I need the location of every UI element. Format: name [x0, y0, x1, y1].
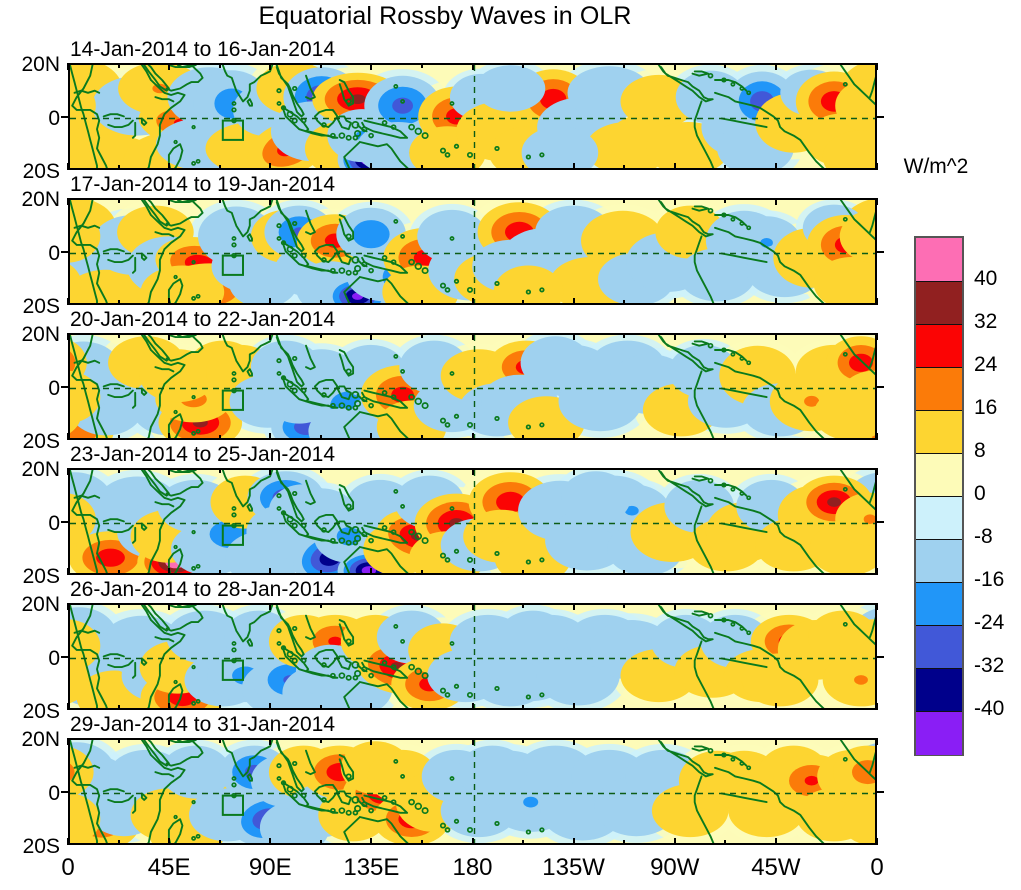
y-axis-label: 20N [21, 593, 60, 616]
colorbar-unit-label: W/m^2 [903, 155, 969, 178]
colorbar-tick-label: -32 [974, 654, 1005, 677]
colorbar-tick-label: 16 [974, 396, 998, 419]
colorbar-band-indigo [916, 625, 962, 669]
colorbar-tick-label: 24 [974, 353, 998, 376]
page-title: Equatorial Rossby Waves in OLR [258, 2, 632, 30]
y-axis-label: 20N [21, 728, 60, 751]
y-axis-label: 20S [22, 835, 60, 858]
colorbar-tick-label: -40 [974, 697, 1005, 720]
y-axis-label: 0 [48, 241, 60, 265]
colorbar-band-blue [916, 582, 962, 626]
panel-map [68, 603, 877, 710]
x-axis-label: 90E [248, 854, 292, 881]
colorbar-band-violet [916, 711, 962, 755]
colorbar-tick-label: 0 [974, 482, 986, 505]
y-axis-label: 20N [21, 458, 60, 481]
panel-map [68, 333, 877, 440]
panel-map [68, 468, 877, 575]
colorbar-tick-label: -16 [974, 568, 1005, 591]
panel-map [68, 738, 877, 845]
x-axis-label: 45E [147, 854, 191, 881]
colorbar-band-pink [916, 238, 962, 281]
colorbar-tick-label: -24 [974, 611, 1005, 634]
y-axis-label: 20S [22, 700, 60, 723]
colorbar-band-navy [916, 668, 962, 712]
x-axis-label: 90W [650, 854, 700, 881]
y-axis-label: 20N [21, 188, 60, 211]
panel-map [68, 198, 877, 305]
panel-title: 17-Jan-2014 to 19-Jan-2014 [70, 173, 336, 196]
y-axis-label: 20S [22, 565, 60, 588]
x-axis-label: 45W [751, 854, 801, 881]
y-axis-label: 20S [22, 295, 60, 318]
y-axis-label: 0 [48, 511, 60, 535]
colorbar-tick-label: 32 [974, 310, 998, 333]
colorbar [914, 236, 964, 756]
x-axis-label: 135W [542, 854, 605, 881]
colorbar-band-light-blue [916, 539, 962, 583]
colorbar-tick-label: -8 [974, 525, 993, 548]
panel-title: 29-Jan-2014 to 31-Jan-2014 [70, 713, 336, 736]
colorbar-tick-label: 40 [974, 267, 998, 290]
colorbar-band-yellow [916, 410, 962, 454]
colorbar-band-orange [916, 367, 962, 411]
y-axis-label: 20N [21, 323, 60, 346]
panel-title: 23-Jan-2014 to 25-Jan-2014 [70, 443, 336, 466]
colorbar-tick-label: 8 [974, 439, 986, 462]
x-axis-label: 0 [61, 854, 75, 881]
y-axis-label: 0 [48, 106, 60, 130]
y-axis-label: 20S [22, 430, 60, 453]
x-axis-label: 135E [343, 854, 400, 881]
y-axis-label: 0 [48, 646, 60, 670]
colorbar-band-red [916, 324, 962, 368]
colorbar-band-dark-red [916, 281, 962, 325]
y-axis-label: 0 [48, 376, 60, 400]
x-axis-label: 0 [870, 854, 884, 881]
x-axis-label: 180 [452, 854, 493, 881]
colorbar-band-pale-yellow [916, 453, 962, 497]
colorbar-band-pale-cyan [916, 496, 962, 540]
y-axis-label: 0 [48, 781, 60, 805]
panel-title: 14-Jan-2014 to 16-Jan-2014 [70, 38, 336, 61]
panel-map [68, 63, 877, 170]
panel-title: 26-Jan-2014 to 28-Jan-2014 [70, 578, 336, 601]
panel-title: 20-Jan-2014 to 22-Jan-2014 [70, 308, 336, 331]
y-axis-label: 20N [21, 53, 60, 76]
y-axis-label: 20S [22, 160, 60, 183]
